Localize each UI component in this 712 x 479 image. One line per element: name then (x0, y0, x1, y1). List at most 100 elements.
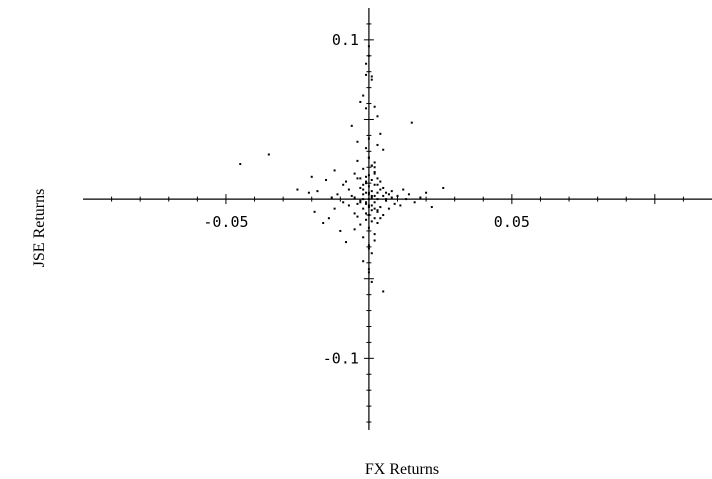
data-point (365, 201, 368, 204)
data-point (310, 175, 313, 178)
data-point (373, 201, 376, 204)
data-point (345, 180, 348, 183)
data-point (376, 177, 379, 180)
data-point (365, 202, 368, 205)
y-axis-title: JSE Returns (31, 189, 48, 268)
data-point (413, 201, 416, 204)
data-point (330, 196, 333, 199)
data-point (356, 140, 359, 143)
data-point (296, 188, 299, 191)
data-point (376, 143, 379, 146)
data-point (342, 201, 345, 204)
data-point (322, 221, 325, 224)
data-point (339, 229, 342, 232)
data-point (379, 188, 382, 191)
data-point (365, 218, 368, 221)
data-point (365, 191, 368, 194)
data-point (359, 177, 362, 180)
data-point (353, 172, 356, 175)
data-point (359, 186, 362, 189)
data-point (342, 183, 345, 186)
data-point (239, 163, 242, 166)
x-tick-label: -0.05 (203, 213, 248, 231)
data-point (362, 188, 365, 191)
data-point (376, 221, 379, 224)
data-point (379, 180, 382, 183)
data-point (396, 194, 399, 197)
y-axis-ticks (363, 23, 374, 423)
data-point (365, 212, 368, 215)
data-point (382, 214, 385, 217)
data-point (313, 210, 316, 213)
data-point (353, 196, 356, 199)
data-point (365, 147, 368, 150)
data-point (362, 193, 365, 196)
data-point (365, 107, 368, 110)
data-point (370, 78, 373, 81)
data-point (356, 159, 359, 162)
data-point (373, 172, 376, 175)
x-axis-title: FX Returns (365, 461, 439, 478)
data-point (359, 199, 362, 202)
data-point (387, 193, 390, 196)
data-point (379, 132, 382, 135)
data-point (373, 217, 376, 220)
data-point (373, 233, 376, 236)
data-point (382, 290, 385, 293)
data-point (350, 124, 353, 127)
data-point (362, 236, 365, 239)
data-point (333, 169, 336, 172)
y-tick-labels: 0.1 -0.1 (323, 31, 359, 367)
data-point (356, 202, 359, 205)
data-point (370, 204, 373, 207)
data-point (385, 191, 388, 194)
data-point (419, 196, 422, 199)
data-point (356, 215, 359, 218)
data-point (393, 202, 396, 205)
data-point (390, 196, 393, 199)
data-point (370, 194, 373, 197)
data-point (325, 178, 328, 181)
data-point (373, 161, 376, 164)
data-point (356, 177, 359, 180)
y-tick-label: -0.1 (323, 349, 359, 367)
data-point (307, 191, 310, 194)
data-point (327, 217, 330, 220)
data-point (370, 196, 373, 199)
data-point (379, 206, 382, 209)
data-point (362, 183, 365, 186)
data-point (376, 115, 379, 118)
data-point (359, 223, 362, 226)
data-point (376, 183, 379, 186)
data-point (376, 209, 379, 212)
data-point (376, 191, 379, 194)
data-points (239, 45, 445, 293)
data-point (365, 182, 368, 185)
x-tick-labels: -0.05 0.05 (203, 213, 530, 231)
x-tick-label: 0.05 (494, 213, 530, 231)
data-point (365, 73, 368, 76)
data-point (373, 105, 376, 108)
data-point (336, 193, 339, 196)
data-point (350, 194, 353, 197)
data-point (430, 206, 433, 209)
data-point (379, 217, 382, 220)
data-point (382, 186, 385, 189)
data-point (353, 212, 356, 215)
data-point (370, 190, 373, 193)
data-point (376, 210, 379, 213)
data-point (373, 194, 376, 197)
data-point (347, 188, 350, 191)
data-point (353, 228, 356, 231)
data-point (370, 280, 373, 283)
data-point (425, 191, 428, 194)
data-point (359, 100, 362, 103)
data-point (365, 62, 368, 65)
data-point (370, 164, 373, 167)
data-point (362, 167, 365, 170)
data-point (387, 207, 390, 210)
data-point (382, 194, 385, 197)
data-point (359, 201, 362, 204)
data-point (390, 190, 393, 193)
data-point (373, 183, 376, 186)
